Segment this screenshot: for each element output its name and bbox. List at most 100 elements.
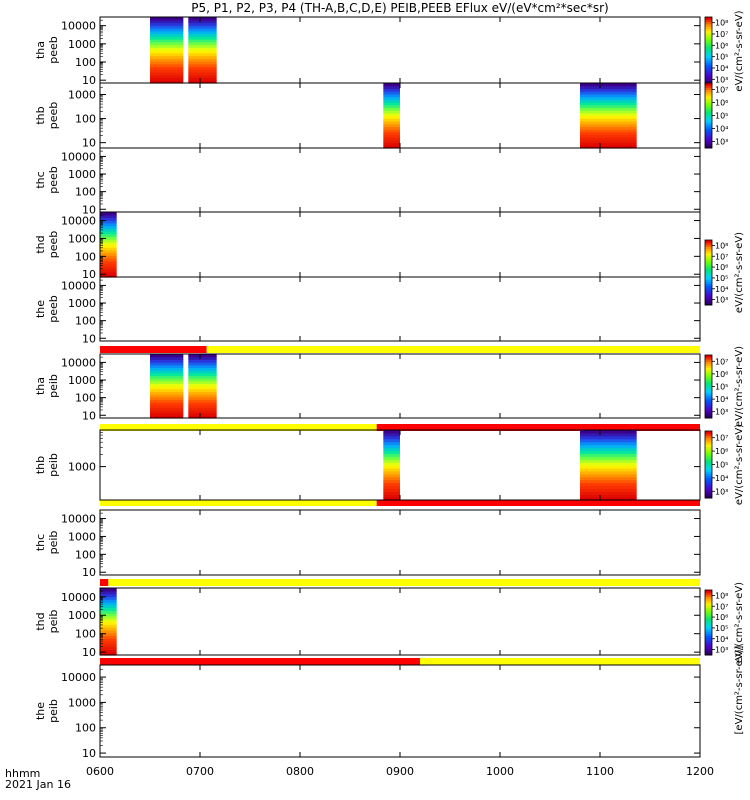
- tha-peeb-cell: [188, 47, 217, 51]
- thb-peeb-ytick-label-1: 100: [75, 113, 96, 126]
- tha-peeb-cell: [188, 74, 217, 79]
- thd-peeb-cell: [100, 212, 117, 216]
- tha-peib-colorbar-cell: [705, 376, 712, 379]
- tha-peib-cell: [150, 370, 184, 374]
- xtick-label-1: 0700: [186, 765, 214, 778]
- thb-peib-cell: [383, 430, 400, 434]
- thb-peib-cell: [580, 482, 637, 487]
- thb-peib-cell: [383, 494, 400, 498]
- date-label: 2021 Jan 16: [5, 778, 71, 791]
- thb-peeb-cell: [580, 137, 637, 141]
- tha-peib-colorbar-cell: [705, 397, 712, 400]
- the-peeb-ylabel-0: the: [34, 300, 47, 318]
- thb-peeb-cb-tick-label-1: 10⁴: [715, 125, 728, 134]
- tha-peeb-colorbar-cell: [705, 44, 712, 47]
- thb-peeb-cell: [383, 85, 400, 90]
- thb-peib-colorbar-cell: [705, 457, 712, 461]
- thd-peeb-ytick-label-1: 100: [75, 250, 96, 263]
- thd-peib-cell: [100, 649, 117, 653]
- thd-peeb-cell: [100, 263, 117, 267]
- thd-peib-data-block-0: [100, 588, 117, 656]
- thb-peeb-cell: [383, 129, 400, 133]
- tha-peeb-colorbar-cell: [705, 64, 712, 68]
- xtick-label-0: 0600: [86, 765, 114, 778]
- thd-peeb-colorbar-cell: [705, 283, 712, 286]
- tha-peeb-colorbar-cell: [705, 41, 712, 45]
- thd-peib-cell: [100, 641, 117, 645]
- thb-peeb-cell: [580, 110, 637, 114]
- thb-peib-colorbar-cell: [705, 462, 712, 465]
- thd-peib-colorbar-cell: [705, 633, 712, 636]
- thd-peeb-cb-tick-label-1: 10⁴: [715, 285, 728, 294]
- thb-peeb-cell: [580, 96, 637, 100]
- tha-peib-colorbar-cell: [705, 386, 712, 390]
- thb-peeb-cell: [383, 83, 400, 87]
- thb-peeb-cell: [383, 110, 400, 114]
- thb-peib-colorbar-cell: [705, 439, 712, 443]
- thd-peeb-cell: [100, 249, 117, 254]
- thb-peib-cell: [580, 435, 637, 440]
- thb-peeb-cell: [580, 145, 637, 149]
- thd-peeb-colorbar-cell: [705, 263, 712, 267]
- thb-peeb-colorbar-cell: [705, 115, 712, 119]
- thd-peib-colorbar-cell: [705, 650, 712, 654]
- tha-peib-cell: [188, 380, 217, 384]
- thb-peib-mode-bar-0: [100, 424, 377, 431]
- thb-peib-cell: [383, 435, 400, 440]
- tha-peeb-cb-tick-label-4: 10⁷: [715, 30, 728, 39]
- tha-peib-cell: [188, 404, 217, 408]
- thd-peeb-cell: [100, 228, 117, 232]
- thb-peib-cell: [580, 470, 637, 475]
- thd-peeb-cell: [100, 214, 117, 219]
- thd-peeb-colorbar-cell: [705, 296, 712, 299]
- thb-peib-colorbar-cell: [705, 435, 712, 439]
- thd-peeb-colorbar-cell: [705, 281, 712, 284]
- thd-peib-cell: [100, 618, 117, 623]
- thb-peeb-colorbar-cell: [705, 145, 712, 149]
- tha-peib-colorbar-cell: [705, 371, 712, 375]
- tha-peib-colorbar-cell: [705, 367, 712, 371]
- thb-peeb-colorbar-cell: [705, 132, 712, 136]
- thb-peeb-cell: [383, 99, 400, 103]
- tha-peib-cell: [188, 364, 217, 368]
- tha-peeb-colorbar-cell: [705, 39, 712, 43]
- the-peeb-ytick-label-3: 10000: [61, 279, 96, 292]
- thb-peeb-cell: [580, 104, 637, 108]
- thb-peeb-cell: [580, 85, 637, 90]
- thd-peib-colorbar-cell: [705, 635, 712, 639]
- thb-peeb-data-block-1: [580, 83, 637, 149]
- thb-peib-mode-bar-bottom-1: [376, 500, 700, 506]
- thb-peib-colorbar: [705, 431, 712, 499]
- thb-peeb-colorbar-cell: [705, 89, 712, 93]
- tha-peib-cell: [150, 386, 184, 390]
- thd-peib-colorbar-label: eV/(cm²-s-sr-eV): [734, 582, 745, 663]
- tha-peeb-colorbar-cell: [705, 26, 712, 29]
- thd-peeb-colorbar: [705, 240, 712, 306]
- tha-peeb-colorbar-cell: [705, 57, 712, 61]
- tha-peib-colorbar-cell: [705, 407, 712, 411]
- thd-peib-colorbar-cell: [705, 613, 712, 617]
- thd-peeb-colorbar-cell: [705, 294, 712, 297]
- thb-peib-cell: [580, 488, 637, 492]
- thb-peeb-colorbar-cell: [705, 83, 712, 86]
- tha-peib-cell: [150, 415, 184, 419]
- thd-peeb-colorbar-cell: [705, 285, 712, 289]
- tha-peeb-cell: [150, 41, 184, 46]
- thd-peeb-ytick-label-2: 1000: [68, 232, 96, 245]
- tha-peeb-cell: [150, 50, 184, 54]
- tha-peeb-cell: [188, 52, 217, 57]
- thb-peib-cell: [383, 465, 400, 469]
- thb-peib-cell: [580, 459, 637, 463]
- thd-peib-cell: [100, 624, 117, 628]
- thd-peeb-colorbar-cell: [705, 292, 712, 295]
- tha-peib-colorbar-cell: [705, 363, 712, 366]
- tha-peib-colorbar-cell: [705, 394, 712, 398]
- thb-peib-colorbar-cell: [705, 451, 712, 454]
- tha-peib-cell: [150, 356, 184, 360]
- tha-peib-cell: [150, 359, 184, 363]
- thb-peib-cell: [580, 430, 637, 434]
- thd-peeb-cell: [100, 268, 117, 273]
- thb-peeb-cell: [383, 131, 400, 136]
- thb-peeb-colorbar-cell: [705, 122, 712, 125]
- thb-peib-cell: [580, 476, 637, 481]
